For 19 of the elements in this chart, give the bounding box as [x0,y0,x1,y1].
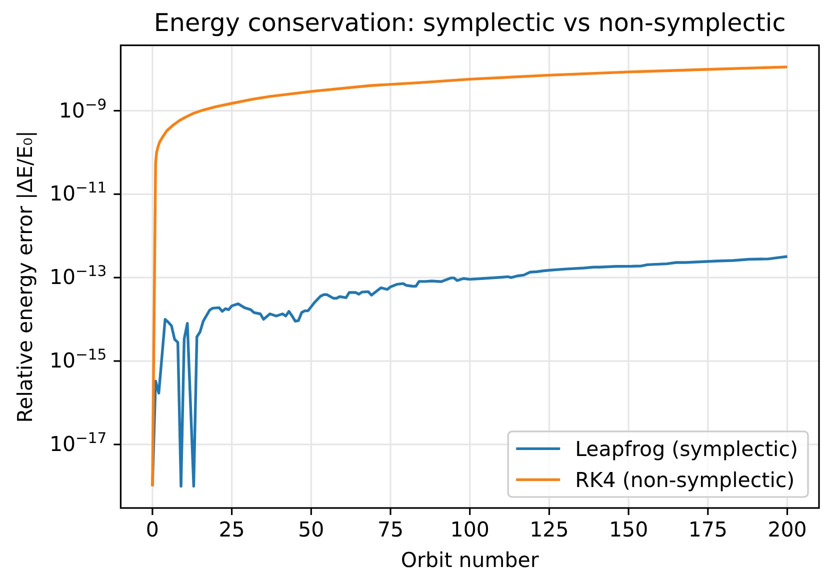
x-tick-label: 50 [298,518,324,542]
y-tick-label: 10$^{−9}$ [58,96,107,122]
legend-label: Leapfrog (symplectic) [575,436,798,461]
x-tick-label: 25 [218,518,245,542]
x-tick-label: 200 [768,518,807,542]
y-tick-label: 10$^{−15}$ [49,346,107,373]
x-axis-title: Orbit number [400,548,540,572]
legend-label: RK4 (non-symplectic) [575,468,795,492]
y-tick-label: 10$^{−11}$ [49,179,107,206]
x-tick-label: 175 [688,518,728,542]
y-tick-label: 10$^{−17}$ [49,430,107,456]
x-tick-label: 75 [377,518,404,542]
x-tick-label: 150 [608,518,648,542]
y-axis-title: Relative energy error |ΔE/E₀| [13,130,37,423]
chart-title: Energy conservation: symplectic vs non-symplectic [154,8,786,37]
y-tick-label: 10$^{−13}$ [49,262,107,290]
x-tick-label: 100 [450,518,490,542]
x-tick-label: 0 [146,518,159,542]
x-tick-label: 125 [530,518,569,542]
